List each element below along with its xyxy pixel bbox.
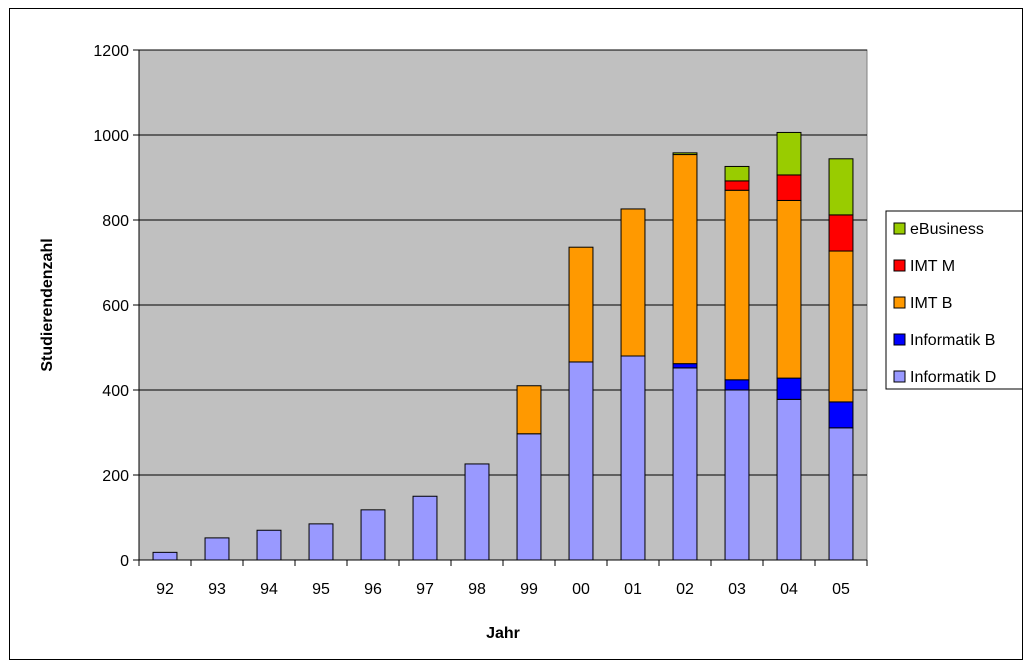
legend-swatch bbox=[893, 333, 906, 346]
y-tick-label: 0 bbox=[120, 553, 129, 570]
bar-informatik-d-98 bbox=[464, 463, 490, 561]
x-tick-label: 03 bbox=[728, 581, 746, 598]
bar-informatik-b-02 bbox=[672, 363, 698, 369]
bar-informatik-b-04 bbox=[776, 377, 802, 400]
x-tick-label: 92 bbox=[156, 581, 174, 598]
legend-swatch bbox=[893, 370, 906, 383]
bar-informatik-d-95 bbox=[308, 523, 334, 561]
bar-imt-b-05 bbox=[828, 250, 854, 403]
x-axis-title: Jahr bbox=[486, 625, 520, 642]
bar-ebusiness-04 bbox=[776, 131, 802, 176]
bar-imt-b-03 bbox=[724, 189, 750, 381]
y-tick-label: 200 bbox=[102, 468, 129, 485]
x-tick-label: 02 bbox=[676, 581, 694, 598]
bars bbox=[152, 131, 854, 561]
x-tick-label: 96 bbox=[364, 581, 382, 598]
x-tick-label: 97 bbox=[416, 581, 434, 598]
bar-informatik-b-05 bbox=[828, 401, 854, 429]
bar-informatik-d-02 bbox=[672, 367, 698, 561]
y-tick-label: 1200 bbox=[93, 43, 129, 60]
bar-imt-b-04 bbox=[776, 199, 802, 379]
bar-ebusiness-05 bbox=[828, 158, 854, 216]
x-tick-label: 94 bbox=[260, 581, 278, 598]
bar-informatik-d-00 bbox=[568, 361, 594, 561]
y-axis-title: Studierendenzahl bbox=[39, 238, 56, 371]
bar-informatik-b-03 bbox=[724, 379, 750, 391]
bar-imt-m-05 bbox=[828, 214, 854, 252]
legend-box bbox=[885, 210, 1022, 390]
x-tick-label: 01 bbox=[624, 581, 642, 598]
bar-informatik-d-99 bbox=[516, 433, 542, 561]
bar-informatik-d-04 bbox=[776, 398, 802, 561]
bar-informatik-d-94 bbox=[256, 529, 282, 561]
bar-ebusiness-03 bbox=[724, 165, 750, 182]
bar-informatik-d-97 bbox=[412, 495, 438, 561]
bar-informatik-d-05 bbox=[828, 427, 854, 561]
x-tick-labels: 92 93 94 95 96 97 98 99 00 01 02 03 04 05 bbox=[156, 581, 850, 598]
legend-label: eBusiness bbox=[910, 221, 984, 238]
bar-informatik-d-96 bbox=[360, 509, 386, 561]
x-tick-label: 93 bbox=[208, 581, 226, 598]
legend-label: IMT B bbox=[910, 295, 952, 312]
bar-imt-b-00 bbox=[568, 246, 594, 363]
bar-imt-b-01 bbox=[620, 208, 646, 357]
x-tick-label: 98 bbox=[468, 581, 486, 598]
bar-informatik-d-01 bbox=[620, 355, 646, 561]
legend: eBusiness IMT M IMT B Informatik B Informati… bbox=[885, 210, 1022, 390]
x-tick-label: 95 bbox=[312, 581, 330, 598]
bar-imt-m-03 bbox=[724, 180, 750, 191]
bar-imt-m-04 bbox=[776, 174, 802, 201]
bar-imt-b-02 bbox=[672, 154, 698, 365]
legend-swatch bbox=[893, 259, 906, 272]
x-tick-label: 05 bbox=[832, 581, 850, 598]
axes bbox=[133, 49, 868, 566]
y-tick-label: 600 bbox=[102, 298, 129, 315]
bar-informatik-d-92 bbox=[152, 551, 178, 561]
x-tick-label: 00 bbox=[572, 581, 590, 598]
legend-label: IMT M bbox=[910, 258, 955, 275]
legend-swatch bbox=[893, 296, 906, 309]
legend-label: Informatik B bbox=[910, 332, 995, 349]
chart-frame: 0 200 400 600 800 1000 1200 92 93 94 95 96 97 98 99 00… bbox=[9, 8, 1023, 660]
bar-ebusiness-02 bbox=[672, 152, 698, 156]
y-tick-label: 800 bbox=[102, 213, 129, 230]
y-tick-label: 1000 bbox=[93, 128, 129, 145]
y-tick-labels: 0 200 400 600 800 1000 1200 bbox=[93, 43, 129, 570]
x-tick-label: 04 bbox=[780, 581, 798, 598]
legend-label: Informatik D bbox=[910, 369, 996, 386]
x-tick-label: 99 bbox=[520, 581, 538, 598]
bar-informatik-d-93 bbox=[204, 537, 230, 561]
bar-informatik-d-03 bbox=[724, 389, 750, 561]
bar-imt-b-99 bbox=[516, 385, 542, 435]
y-tick-label: 400 bbox=[102, 383, 129, 400]
legend-swatch bbox=[893, 222, 906, 235]
